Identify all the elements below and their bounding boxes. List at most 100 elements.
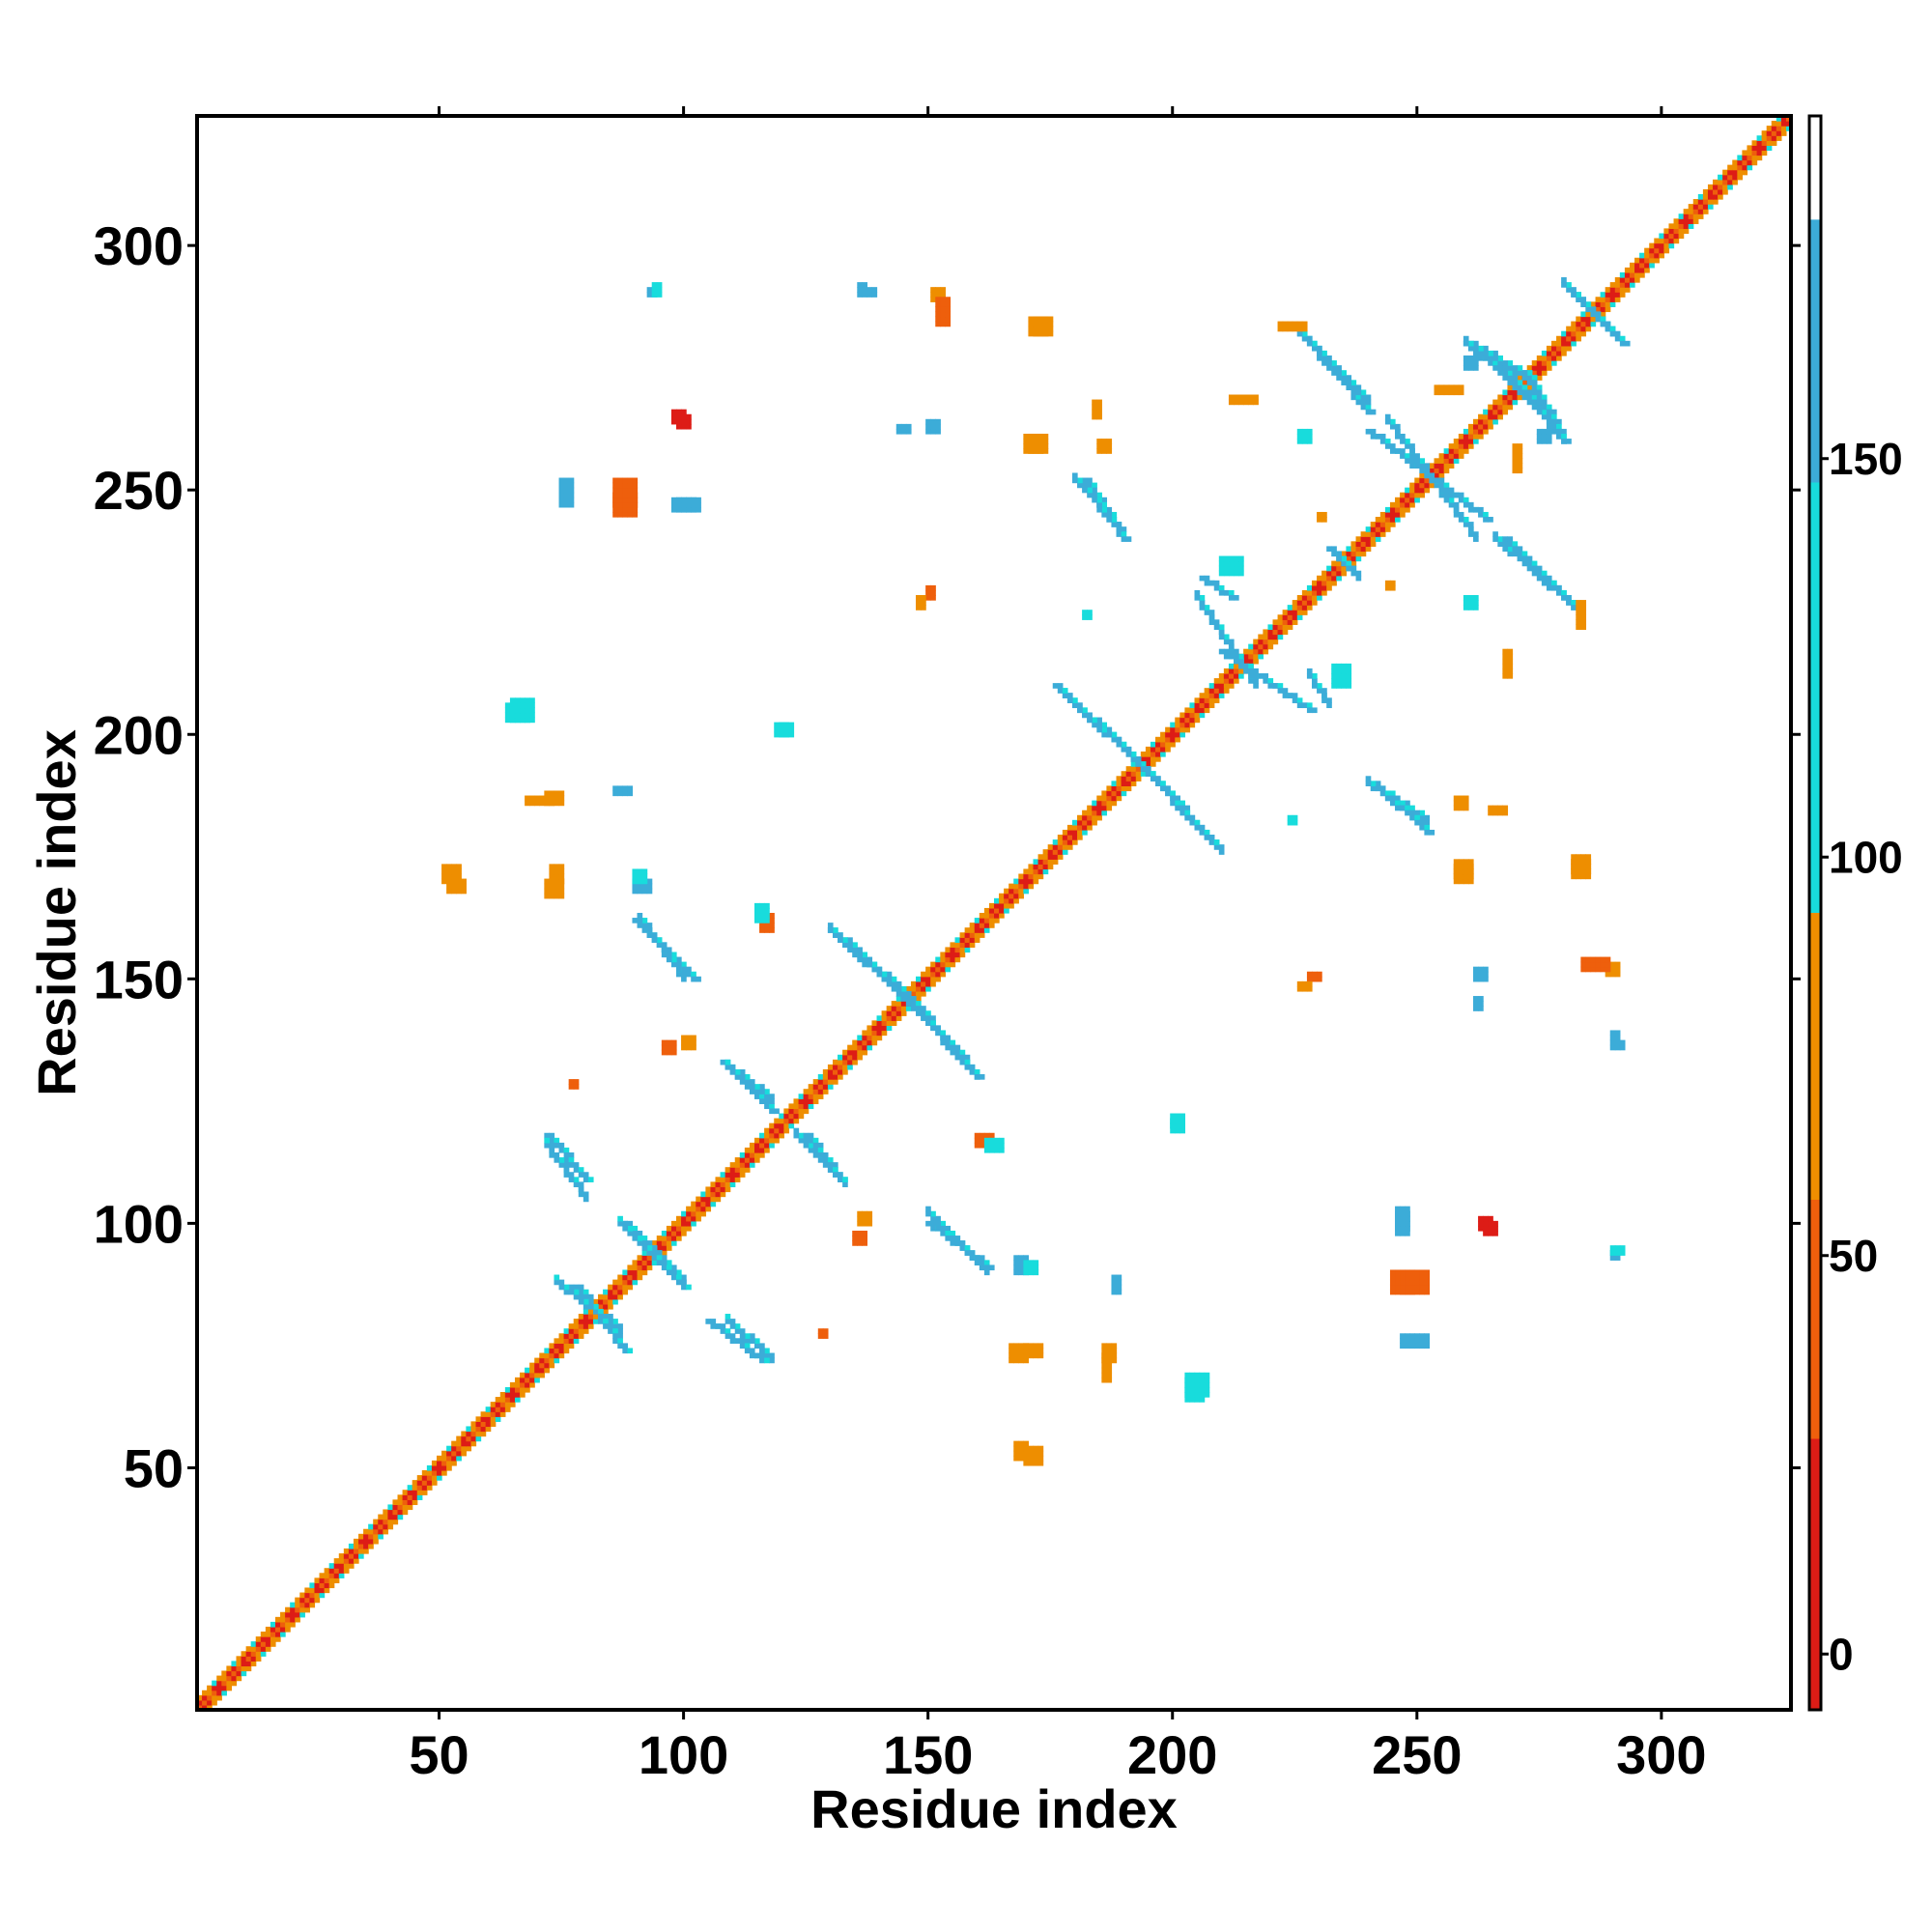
contact-cell: [1013, 1269, 1019, 1276]
diagonal-cell: [285, 1606, 291, 1613]
contact-cell: [1292, 321, 1298, 327]
contact-cell: [558, 477, 565, 484]
contact-cell: [1013, 1348, 1019, 1354]
diagonal-cell: [916, 985, 922, 992]
contact-cell: [764, 1357, 770, 1364]
diagonal-cell: [881, 1020, 888, 1027]
diagonal-cell: [1776, 116, 1782, 122]
contact-cell: [1096, 409, 1102, 415]
diagonal-cell: [734, 1172, 741, 1178]
diagonal-cell: [495, 1416, 501, 1422]
contact-cell: [1296, 980, 1303, 987]
contact-cell: [1077, 702, 1083, 709]
diagonal-cell: [857, 1049, 863, 1056]
contact-cell: [1502, 536, 1509, 542]
contact-cell: [783, 726, 790, 733]
contact-cell: [1238, 560, 1244, 567]
contact-cell: [1033, 443, 1039, 449]
diagonal-cell: [544, 1362, 551, 1369]
diagonal-cell: [1673, 238, 1680, 244]
contact-cell: [1228, 595, 1235, 601]
contact-cell: [520, 712, 526, 719]
diagonal-cell: [1727, 184, 1733, 190]
contact-cell: [1580, 624, 1587, 631]
diagonal-cell: [1697, 204, 1704, 210]
contact-cell: [676, 418, 682, 425]
diagonal-cell: [1688, 213, 1694, 219]
contact-cell: [544, 1142, 551, 1149]
contact-cell: [1096, 413, 1102, 420]
contact-cell: [1614, 1030, 1621, 1037]
diagonal-cell: [1751, 159, 1758, 166]
diagonal-cell: [270, 1632, 276, 1637]
diagonal-cell: [788, 1113, 795, 1120]
contact-cell: [1234, 648, 1239, 655]
diagonal-cell: [1350, 551, 1357, 557]
diagonal-cell: [979, 913, 985, 919]
contact-cell: [1409, 453, 1415, 459]
contact-cell: [1111, 517, 1118, 523]
diagonal-cell: [1434, 472, 1440, 479]
contact-cell: [637, 883, 643, 890]
contact-cell: [544, 1132, 551, 1139]
contact-cell: [1092, 399, 1097, 406]
contact-cell: [1473, 600, 1479, 606]
contact-cell: [544, 893, 551, 899]
contact-cell: [983, 1260, 990, 1266]
contact-cell: [1502, 365, 1509, 371]
contact-cell: [681, 966, 687, 973]
diagonal-cell: [832, 1074, 838, 1080]
contact-cell: [1189, 1392, 1196, 1398]
contact-cell: [1502, 546, 1509, 553]
contact-cell: [783, 731, 790, 738]
diagonal-cell: [485, 1411, 492, 1417]
contact-cell: [622, 1343, 628, 1350]
contact-cell: [954, 1240, 961, 1246]
diagonal-cell: [338, 1573, 345, 1578]
diagonal-cell: [1096, 795, 1102, 802]
contact-cell: [1331, 668, 1337, 674]
diagonal-cell: [363, 1528, 369, 1535]
contact-cell: [681, 1044, 687, 1051]
contact-cell: [1453, 511, 1460, 518]
diagonal-cell: [832, 1059, 838, 1065]
diagonal-cell: [1571, 340, 1577, 347]
diagonal-cell: [1742, 159, 1748, 166]
diagonal-cell: [1282, 629, 1289, 636]
contact-cell: [681, 1284, 687, 1291]
contact-cell: [563, 482, 570, 489]
contact-cell: [1467, 595, 1474, 601]
diagonal-cell: [348, 1548, 355, 1554]
contact-cell: [1228, 653, 1235, 660]
diagonal-cell: [1204, 688, 1210, 694]
diagonal-cell: [1488, 423, 1493, 430]
contact-cell: [627, 1225, 634, 1232]
contact-cell: [1614, 966, 1621, 973]
diagonal-cell: [935, 966, 941, 973]
diagonal-cell: [1776, 130, 1782, 136]
diagonal-cell: [554, 1338, 560, 1344]
diagonal-cell: [324, 1587, 330, 1594]
contact-cell: [769, 1098, 775, 1104]
contact-cell: [1556, 584, 1562, 591]
contact-cell: [1473, 350, 1479, 356]
diagonal-cell: [1629, 277, 1635, 283]
diagonal-cell: [480, 1431, 487, 1437]
diagonal-cell: [1713, 179, 1719, 185]
contact-cell: [573, 1293, 580, 1300]
diagonal-cell: [529, 1362, 535, 1369]
contact-cell: [1483, 355, 1489, 361]
diagonal-cell: [739, 1167, 746, 1173]
contact-cell: [1395, 1269, 1401, 1276]
contact-cell: [881, 976, 888, 982]
diagonal-cell: [1150, 756, 1156, 762]
contact-cell: [1458, 389, 1464, 396]
contact-cell: [930, 1220, 936, 1227]
contact-cell: [1419, 1274, 1425, 1281]
contact-cell: [793, 1127, 800, 1134]
diagonal-cell: [812, 1084, 819, 1090]
contact-cell: [1536, 394, 1543, 401]
diagonal-cell: [603, 1303, 609, 1310]
contact-cell: [563, 501, 570, 508]
diagonal-cell: [641, 1250, 648, 1256]
